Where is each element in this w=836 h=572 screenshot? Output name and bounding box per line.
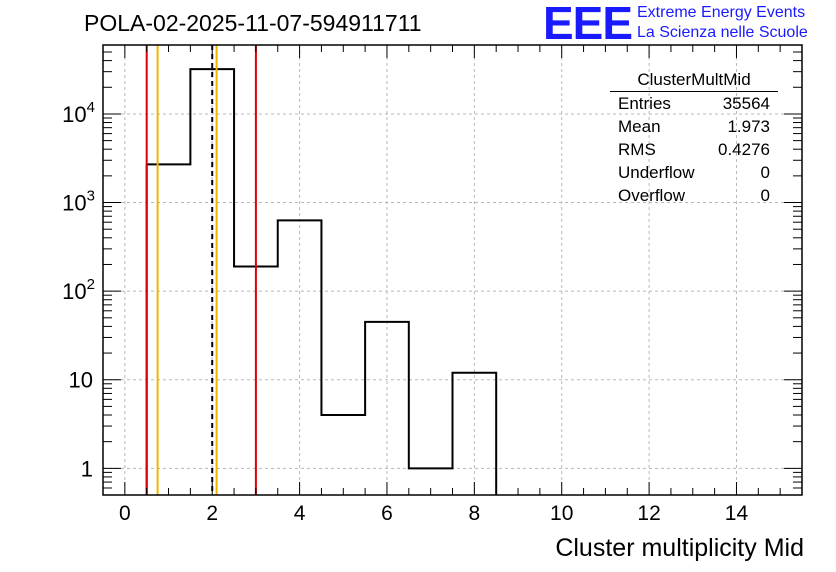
y-axis: 1 10 102 103 104	[62, 44, 802, 496]
eee-logo: EEE	[543, 0, 633, 49]
x-tick-label: 8	[469, 502, 481, 525]
marker-lines	[145, 45, 257, 495]
stats-value: 0	[760, 186, 770, 205]
logo-line-2: La Scienza nelle Scuole	[637, 24, 808, 41]
histogram-bin	[278, 220, 322, 495]
stats-row-underflow: Underflow 0	[610, 161, 778, 184]
x-tick-label: 2	[206, 502, 218, 525]
stats-label: RMS	[618, 140, 656, 159]
x-tick-label: 10	[550, 502, 573, 525]
x-tick-label: 12	[637, 502, 660, 525]
stats-value: 0	[760, 163, 770, 182]
stats-row-overflow: Overflow 0	[610, 184, 778, 207]
logo-line-1: Extreme Energy Events	[637, 4, 806, 21]
y-tick-label: 104	[62, 99, 95, 127]
stats-label: Overflow	[618, 186, 686, 205]
histogram-outline	[145, 68, 498, 495]
stats-row-rms: RMS 0.4276	[610, 138, 778, 161]
y-tick-label: 1	[81, 456, 93, 481]
x-tick-label: 14	[725, 502, 749, 525]
histogram-bin	[365, 322, 409, 495]
y-tick-label: 10	[69, 368, 93, 393]
stats-box: ClusterMultMid Entries 35564 Mean 1.973 …	[610, 70, 778, 207]
y-tick-label: 102	[62, 276, 95, 304]
chart-title: POLA-02-2025-11-07-594911711	[84, 10, 422, 36]
stats-value: 35564	[722, 94, 770, 113]
x-tick-label: 0	[119, 502, 131, 525]
histogram-bin	[321, 415, 365, 495]
stats-value: 1.973	[727, 117, 770, 136]
stats-label: Mean	[618, 117, 661, 136]
y-tick-label: 103	[62, 188, 95, 216]
x-tick-label: 6	[381, 502, 393, 525]
stats-title: ClusterMultMid	[610, 70, 778, 92]
x-tick-label: 4	[294, 502, 306, 525]
x-axis-label: Cluster multiplicity Mid	[555, 534, 804, 562]
stats-label: Entries	[618, 94, 671, 113]
stats-row-mean: Mean 1.973	[610, 115, 778, 138]
stats-label: Underflow	[618, 163, 695, 182]
stats-row-entries: Entries 35564	[610, 92, 778, 115]
histogram-series	[145, 68, 498, 495]
histogram-bin	[453, 373, 497, 495]
stats-value: 0.4276	[718, 140, 770, 159]
histogram-bin	[147, 164, 191, 495]
x-axis: 0 2 4 6 8 10 12 14	[119, 45, 781, 525]
